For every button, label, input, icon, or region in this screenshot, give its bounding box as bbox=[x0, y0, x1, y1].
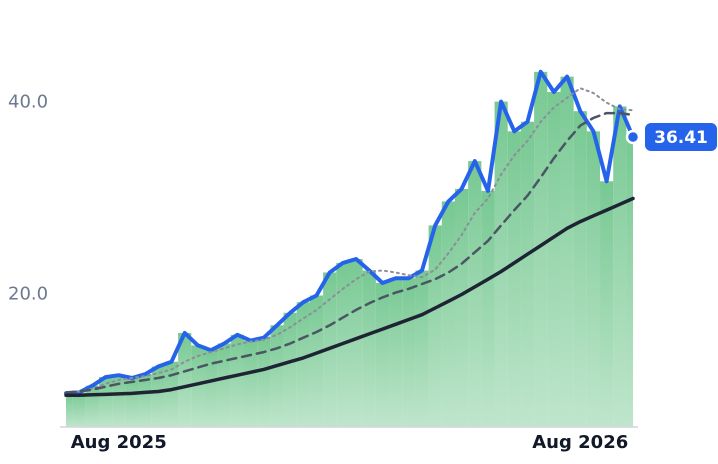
x-tick-label: Aug 2025 bbox=[71, 432, 167, 453]
area-bar bbox=[178, 332, 192, 427]
area-bar bbox=[507, 131, 521, 427]
area-bar bbox=[270, 325, 284, 427]
area-bar bbox=[573, 111, 587, 427]
area-bar bbox=[402, 278, 416, 427]
series-line bbox=[65, 87, 634, 394]
area-bar bbox=[520, 121, 535, 427]
y-tick-label: 20.0 bbox=[8, 284, 48, 305]
area-bar bbox=[415, 270, 429, 427]
y-tick-label: 40.0 bbox=[8, 92, 48, 113]
area-bar bbox=[454, 188, 469, 427]
area-bar bbox=[481, 190, 495, 427]
area-bar bbox=[613, 106, 627, 427]
area-bar bbox=[309, 295, 324, 427]
area-bar bbox=[66, 393, 73, 427]
area-bar bbox=[112, 375, 126, 427]
area-bar bbox=[586, 131, 601, 427]
area-bar bbox=[600, 181, 614, 427]
series-line bbox=[64, 69, 635, 396]
area-bar bbox=[125, 378, 139, 427]
area-bar bbox=[296, 302, 310, 427]
area-bar bbox=[164, 361, 179, 427]
area-bar bbox=[217, 343, 231, 427]
area-bar bbox=[362, 270, 376, 427]
area-bar bbox=[257, 337, 271, 427]
value-label: 36.41 bbox=[654, 128, 708, 148]
area-bar bbox=[204, 350, 218, 427]
area-bar bbox=[389, 278, 403, 427]
area-bar bbox=[85, 385, 99, 427]
area-bar bbox=[72, 392, 86, 427]
area-bar bbox=[494, 101, 508, 427]
area-bar bbox=[349, 259, 363, 427]
series-line bbox=[64, 111, 635, 394]
area-bar bbox=[547, 91, 561, 428]
series-line bbox=[64, 196, 635, 398]
area-bar bbox=[468, 161, 482, 427]
area-bar bbox=[441, 201, 455, 427]
area-bar bbox=[428, 225, 442, 427]
x-tick-label: Aug 2026 bbox=[532, 432, 628, 453]
end-point bbox=[625, 129, 641, 145]
area-bar bbox=[151, 366, 165, 427]
area-bar bbox=[230, 334, 245, 427]
area-bar bbox=[560, 76, 574, 428]
area-bar bbox=[98, 377, 113, 427]
area-bar bbox=[244, 340, 258, 427]
area-bar bbox=[138, 374, 152, 427]
area-bar bbox=[626, 137, 633, 427]
area-bar bbox=[534, 71, 548, 428]
area-bar bbox=[375, 283, 390, 427]
value-badge bbox=[645, 123, 717, 152]
